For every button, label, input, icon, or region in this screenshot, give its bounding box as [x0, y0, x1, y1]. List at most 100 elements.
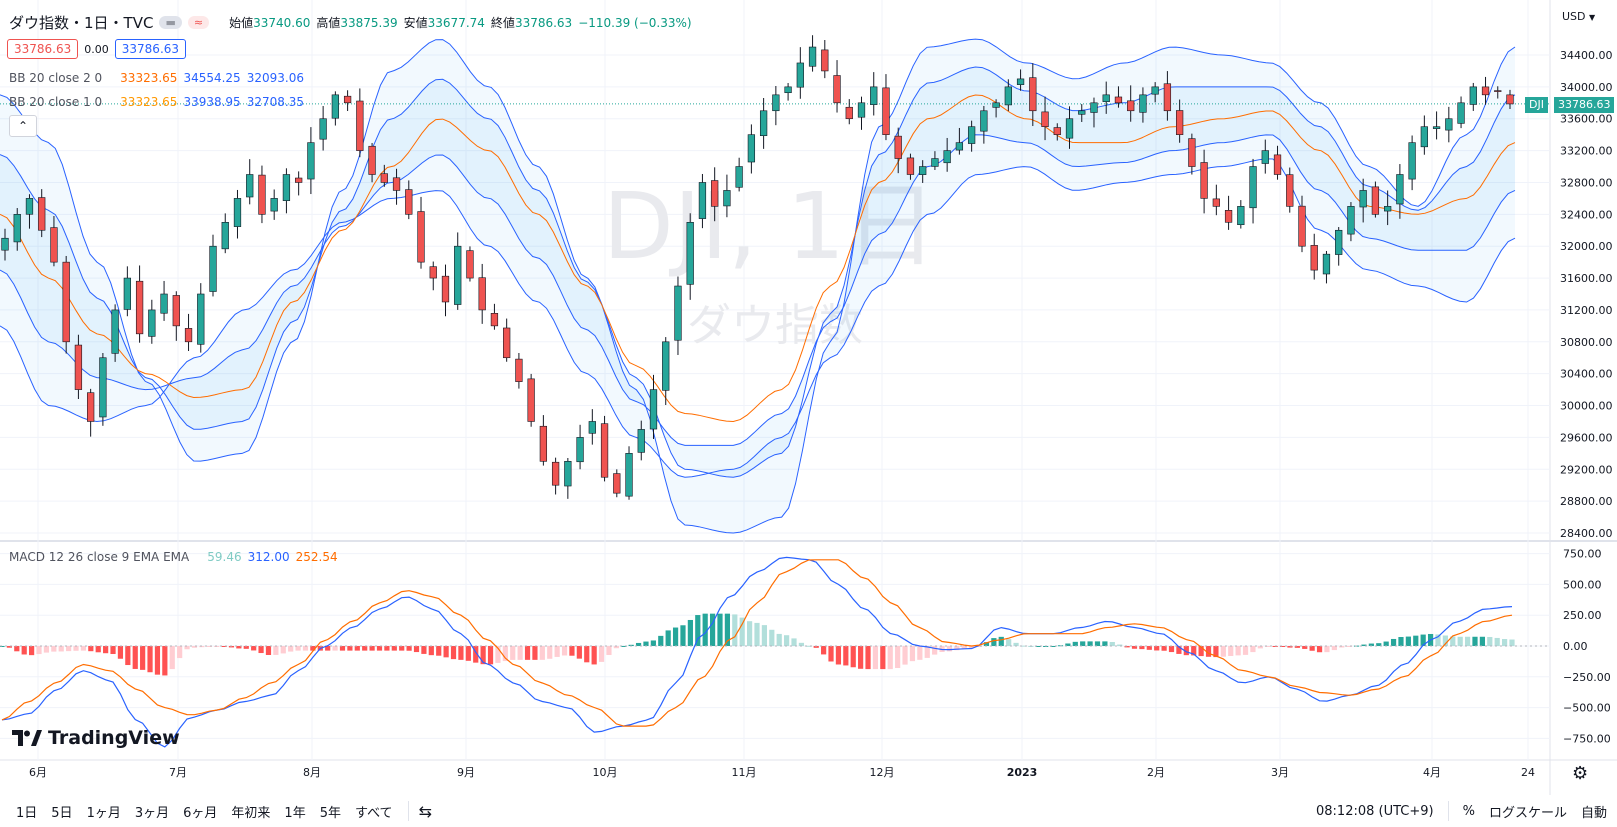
bb1-label: BB 20 close 1 0 — [9, 95, 103, 109]
macd-hist-bar — [384, 646, 390, 651]
macd-hist-bar — [510, 646, 516, 660]
macd-hist-bar — [1220, 646, 1226, 657]
macd-hist-bar — [1139, 646, 1145, 650]
bb2-upper: 34554.25 — [183, 71, 241, 85]
candle — [295, 177, 303, 183]
macd-hist-bar — [1464, 636, 1471, 646]
macd-hist-bar — [902, 646, 908, 665]
candle — [857, 102, 866, 118]
macd-hist-bar — [1309, 646, 1315, 651]
candle — [845, 106, 853, 120]
macd-hist-bar — [1501, 639, 1508, 646]
macd-hist-bar — [650, 640, 656, 646]
macd-hist-bar — [36, 646, 42, 655]
candle — [637, 429, 645, 453]
macd-hist-bar — [969, 646, 975, 648]
symbol-title[interactable]: ダウ指数・1日・TVC — [9, 14, 154, 32]
range-button[interactable]: 5日 — [51, 805, 73, 821]
macd-hist-bar — [724, 613, 730, 646]
range-button[interactable]: 1日 — [16, 805, 38, 821]
log-scale-button[interactable]: ログスケール — [1488, 805, 1567, 821]
display-mode-icon[interactable]: ▬ — [159, 16, 182, 29]
range-button[interactable]: 1年 — [284, 805, 306, 821]
sell-button[interactable]: 33786.63 — [7, 39, 79, 59]
macd-hist-bar — [258, 646, 264, 654]
macd-hist-bar — [1472, 636, 1478, 646]
range-button[interactable]: すべて — [354, 805, 393, 821]
bb1-legend[interactable]: BB 20 close 1 0 33323.65 33938.95 32708.… — [9, 95, 304, 109]
macd-hist-bar — [1102, 641, 1108, 646]
macd-hist-bar — [606, 646, 612, 655]
bb2-legend[interactable]: BB 20 close 2 0 33323.65 34554.25 32093.… — [9, 71, 304, 85]
time-tick-label: 7月 — [169, 766, 187, 779]
candle — [711, 180, 719, 207]
macd-hist-bar — [621, 645, 627, 647]
time-tick-label: 8月 — [303, 766, 321, 779]
candle — [1384, 206, 1392, 212]
clock[interactable]: 08:12:08 (UTC+9) — [1316, 803, 1434, 819]
macd-hist-bar — [58, 646, 64, 652]
candle — [209, 245, 217, 292]
candle — [99, 357, 107, 418]
macd-hist-bar — [695, 615, 701, 646]
time-tick-label: 10月 — [593, 766, 618, 779]
macd-hist-bar — [643, 641, 649, 646]
price-chart[interactable]: 34400.00 34000.00 33600.00 33200.00 32800.00… — [0, 0, 1617, 795]
macd-hist-bar — [1146, 646, 1152, 650]
macd-hist-bar — [376, 646, 383, 651]
buy-button[interactable]: 33786.63 — [114, 39, 187, 59]
currency-selector[interactable]: USD ▼ — [1562, 10, 1595, 23]
candle — [368, 145, 376, 175]
macd-hist-bar — [251, 646, 257, 651]
macd-hist-bar — [591, 646, 597, 665]
macd-hist-bar — [746, 621, 753, 646]
macd-hist-bar — [450, 646, 457, 660]
macd-hist-bar — [221, 646, 227, 647]
price-tick-label: 33200.00 — [1560, 145, 1613, 158]
range-button[interactable]: 5年 — [319, 805, 341, 821]
settings-gear-icon[interactable]: ⚙ — [1572, 763, 1589, 784]
signal-line — [1, 559, 1513, 727]
macd-hist-bar — [369, 646, 375, 651]
candle — [1065, 118, 1074, 139]
macd-hist-bar — [1302, 646, 1308, 649]
candle — [1298, 205, 1306, 247]
macd-hist-bar — [1346, 646, 1352, 647]
range-button[interactable]: 1ヶ月 — [86, 805, 121, 821]
macd-hist-bar — [428, 646, 434, 656]
candle — [74, 344, 83, 390]
range-button[interactable]: 6ヶ月 — [183, 805, 218, 821]
percent-scale-button[interactable]: % — [1462, 803, 1475, 819]
candle — [686, 222, 694, 285]
candle — [698, 182, 707, 219]
price-tick-label: 29600.00 — [1560, 431, 1613, 444]
macd-hist-bar — [739, 617, 745, 646]
candle — [625, 453, 633, 497]
macd-hist-bar — [865, 646, 871, 670]
candle — [405, 189, 413, 215]
candle — [1188, 138, 1196, 167]
macd-hist-bar — [332, 646, 338, 651]
macd-legend[interactable]: MACD 12 26 close 9 EMA EMA 59.46 312.00 … — [9, 550, 338, 564]
auto-scale-button[interactable]: 自動 — [1580, 805, 1607, 821]
range-button[interactable]: 年初来 — [231, 805, 271, 821]
macd-hist-bar — [584, 646, 590, 663]
price-tick-label: 28400.00 — [1560, 527, 1613, 540]
bb1-mid: 33323.65 — [120, 95, 178, 109]
range-button[interactable]: 3ヶ月 — [134, 805, 170, 821]
macd-hist-bar — [458, 646, 464, 660]
macd-hist-bar — [1435, 634, 1441, 646]
collapse-legend-button[interactable]: ⌃ — [9, 115, 37, 137]
macd-hist-bar — [206, 646, 212, 647]
tradingview-logo[interactable]: TradingView — [12, 727, 180, 749]
candle — [184, 328, 193, 343]
macd-hist-bar — [576, 646, 582, 659]
candle — [1506, 94, 1514, 105]
macd-hist-bar — [835, 646, 842, 665]
candle — [380, 173, 388, 183]
time-tick-label: 11月 — [732, 766, 757, 779]
macd-hist-bar — [828, 646, 834, 662]
compare-icon[interactable]: ≈ — [187, 16, 210, 29]
candle — [62, 261, 70, 343]
goto-date-icon[interactable]: ⇆ — [418, 801, 432, 821]
